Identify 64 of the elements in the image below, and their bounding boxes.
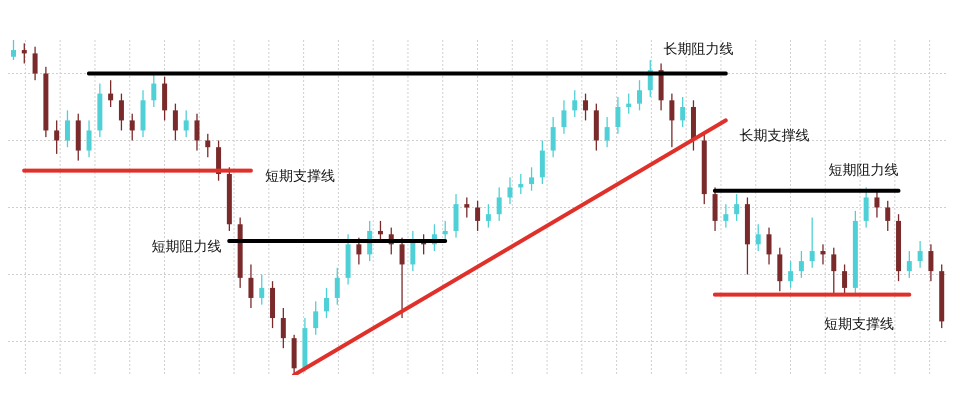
candlestick [313,300,318,336]
candlestick [820,244,826,266]
candlestick [756,224,761,252]
candlestick [108,80,114,108]
candlestick [864,186,869,228]
candlestick [637,80,642,111]
candlestick [723,204,728,228]
candlestick [86,120,92,158]
candlestick [151,72,156,108]
series-label: 长期阻力线 [664,41,734,58]
candlestick [604,116,610,148]
candlestick [442,220,448,242]
candlestick [788,260,794,289]
candlestick [885,200,890,232]
candlestick [734,193,740,222]
candlestick [842,264,848,296]
candlestick [194,113,200,152]
candlestick [486,204,491,228]
candlestick [54,120,60,155]
candlestick [118,92,124,132]
candlestick [356,237,362,266]
candlestick [561,100,566,134]
candlestick [205,133,210,158]
candlestick [400,237,405,319]
series-label: 短期阻力线 [828,162,898,179]
candlestick [130,113,135,142]
series-label: 长期支撑线 [740,128,810,144]
candlestick [464,196,470,218]
candlestick [334,267,340,306]
candlestick [410,230,416,272]
candlestick [906,250,912,278]
candlestick [831,247,836,296]
candlestick [184,110,189,138]
candlestick [32,46,38,81]
candlestick [248,264,254,309]
candlestick [280,307,286,349]
candlestick [550,116,556,158]
candlestick [810,216,815,268]
candlestick [172,103,178,142]
candlestick [918,240,923,268]
candlestick [507,176,512,205]
candlestick [496,186,502,222]
series-label: 短期支撑线 [264,168,335,184]
candlestick [378,220,383,242]
candlestick [475,200,480,232]
candlestick [615,96,620,134]
candlestick [11,40,16,61]
candlestick [669,92,674,148]
series-label: 短期支撑线 [824,316,894,332]
candlestick [64,110,70,148]
candlestick [324,287,329,319]
candlestick [529,166,534,192]
candlestick [583,92,588,122]
candlestick [680,96,686,128]
candlestick [22,42,27,64]
candlestick [518,173,524,195]
candlestick [766,226,772,266]
candlestick [572,90,578,118]
candlestick [626,92,632,114]
candlestick [798,250,804,278]
series-label: 短期阻力线 [151,238,222,255]
candlestick [874,190,880,218]
candlestick [259,274,264,306]
candlestick [928,244,934,282]
